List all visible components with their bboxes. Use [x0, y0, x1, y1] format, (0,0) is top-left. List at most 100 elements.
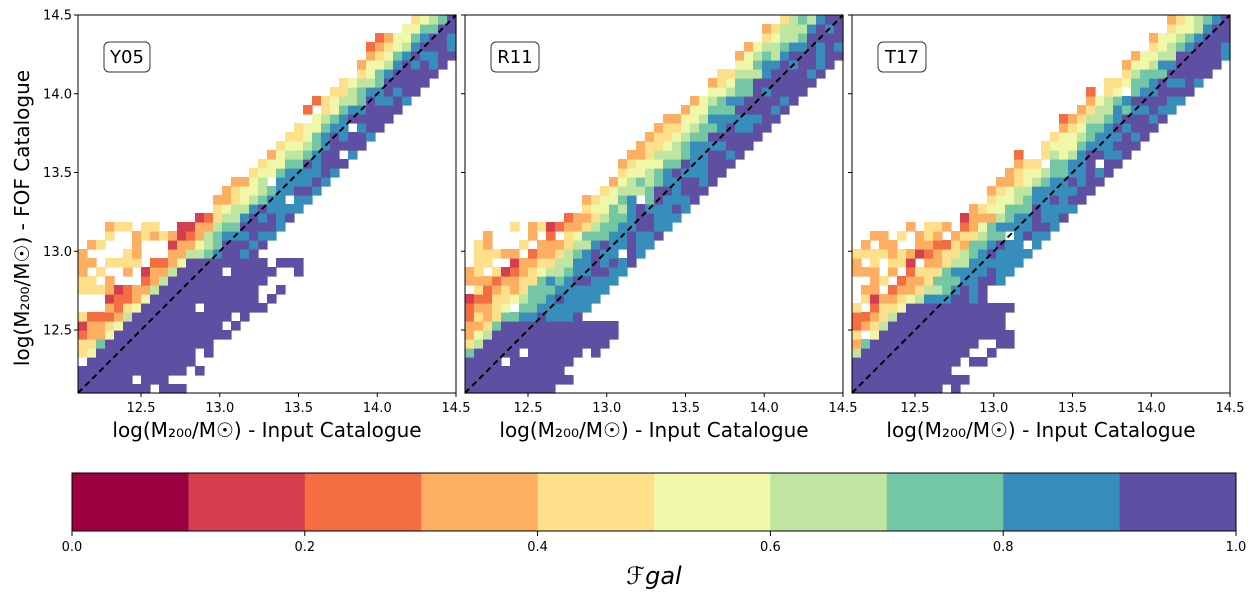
heatmap-cell — [654, 141, 664, 151]
heatmap-cell — [735, 69, 745, 79]
heatmap-cell — [1140, 132, 1150, 142]
heatmap-cell — [762, 78, 772, 88]
heatmap-cell — [240, 177, 250, 187]
heatmap-cell — [573, 321, 583, 331]
heatmap-cell — [294, 204, 304, 214]
heatmap-cell — [1158, 60, 1168, 70]
heatmap-cell — [1131, 141, 1141, 151]
heatmap-cell — [249, 294, 259, 304]
heatmap-cell — [879, 312, 889, 322]
heatmap-cell — [600, 213, 610, 223]
heatmap-cell — [654, 231, 664, 241]
heatmap-cell — [222, 312, 232, 322]
heatmap-cell — [537, 339, 547, 349]
heatmap-cell — [213, 267, 223, 277]
heatmap-cell — [834, 24, 844, 34]
heatmap-cell — [573, 348, 583, 358]
heatmap-cell — [798, 78, 808, 88]
heatmap-cell — [582, 249, 592, 259]
heatmap-cell — [240, 312, 250, 322]
heatmap-cell — [474, 294, 484, 304]
heatmap-cell — [132, 294, 142, 304]
heatmap-cell — [168, 276, 178, 286]
heatmap-cell — [474, 240, 484, 250]
heatmap-cell — [951, 258, 961, 268]
heatmap-cell — [402, 33, 412, 43]
heatmap-cell — [537, 285, 547, 295]
heatmap-cell — [870, 258, 880, 268]
heatmap-cell — [1005, 168, 1015, 178]
heatmap-cell — [582, 222, 592, 232]
heatmap-cell — [150, 339, 160, 349]
heatmap-cell — [1176, 87, 1186, 97]
heatmap-cell — [1050, 204, 1060, 214]
heatmap-cell — [537, 222, 547, 232]
heatmap-cell — [780, 51, 790, 61]
heatmap-cell — [267, 294, 277, 304]
heatmap-cell — [438, 33, 448, 43]
heatmap-cell — [204, 240, 214, 250]
heatmap-cell — [213, 204, 223, 214]
heatmap-cell — [996, 231, 1006, 241]
heatmap-cell — [609, 177, 619, 187]
heatmap-cell — [1077, 195, 1087, 205]
heatmap-cell — [942, 249, 952, 259]
heatmap-cell — [1176, 51, 1186, 61]
heatmap-cell — [159, 258, 169, 268]
heatmap-cell — [114, 294, 124, 304]
heatmap-cell — [933, 348, 943, 358]
heatmap-cell — [141, 375, 151, 385]
heatmap-cell — [987, 186, 997, 196]
heatmap-cell — [1077, 186, 1087, 196]
heatmap-cell — [366, 123, 376, 133]
heatmap-cell — [366, 51, 376, 61]
heatmap-cell — [276, 168, 286, 178]
heatmap-cell — [627, 249, 637, 259]
heatmap-cell — [555, 258, 565, 268]
heatmap-cell — [150, 366, 160, 376]
heatmap-cell — [951, 249, 961, 259]
heatmap-cell — [582, 330, 592, 340]
heatmap-cell — [600, 339, 610, 349]
heatmap-cell — [78, 348, 88, 358]
heatmap-cell — [303, 132, 313, 142]
heatmap-cell — [708, 123, 718, 133]
heatmap-cell — [402, 42, 412, 52]
heatmap-cell — [528, 276, 538, 286]
heatmap-cell — [177, 267, 187, 277]
heatmap-cell — [546, 330, 556, 340]
heatmap-cell — [240, 240, 250, 250]
heatmap-cell — [1140, 69, 1150, 79]
heatmap-cell — [672, 177, 682, 187]
heatmap-cell — [915, 303, 925, 313]
heatmap-cell — [1095, 168, 1105, 178]
heatmap-cell — [537, 384, 547, 394]
heatmap-cell — [123, 384, 133, 394]
heatmap-cell — [177, 258, 187, 268]
heatmap-cell — [1212, 60, 1222, 70]
heatmap-cell — [159, 312, 169, 322]
heatmap-cell — [555, 303, 565, 313]
heatmap-cell — [87, 330, 97, 340]
heatmap-cell — [1221, 33, 1231, 43]
heatmap-cell — [906, 249, 916, 259]
heatmap-cell — [204, 231, 214, 241]
heatmap-cell — [897, 384, 907, 394]
heatmap-cell — [1050, 132, 1060, 142]
heatmap-cell — [357, 60, 367, 70]
heatmap-cell — [978, 285, 988, 295]
heatmap-cell — [987, 240, 997, 250]
heatmap-cell — [564, 348, 574, 358]
heatmap-cell — [564, 231, 574, 241]
heatmap-cell — [492, 294, 502, 304]
heatmap-cell — [924, 384, 934, 394]
heatmap-cell — [915, 294, 925, 304]
heatmap-cell — [222, 186, 232, 196]
heatmap-cell — [159, 267, 169, 277]
heatmap-cell — [861, 366, 871, 376]
heatmap-cell — [1185, 60, 1195, 70]
heatmap-cell — [195, 240, 205, 250]
heatmap-cell — [204, 222, 214, 232]
heatmap-cell — [1005, 222, 1015, 232]
heatmap-cell — [285, 159, 295, 169]
